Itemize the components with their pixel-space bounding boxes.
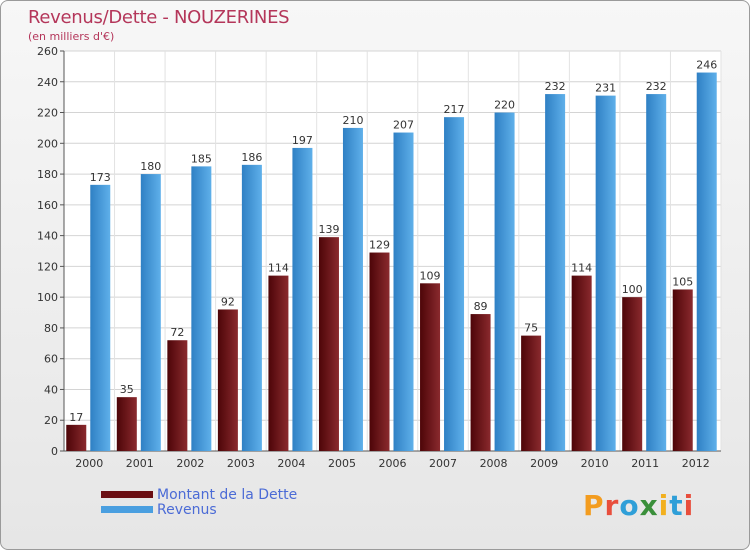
bar-dette <box>521 335 542 451</box>
y-tick-label: 100 <box>37 291 58 304</box>
data-label: 114 <box>571 262 592 275</box>
bar-revenus <box>90 184 111 451</box>
legend-label-revenus: Revenus <box>157 502 217 518</box>
bar-revenus <box>595 95 616 451</box>
data-label: 186 <box>241 151 262 164</box>
bar-dette <box>167 340 188 451</box>
legend-swatch-debt <box>101 491 153 498</box>
bar-revenus <box>292 147 313 451</box>
bar-dette <box>571 275 592 451</box>
bar-revenus <box>140 174 161 452</box>
x-tick-label: 2007 <box>429 457 457 470</box>
data-label: 75 <box>524 322 538 335</box>
data-label: 231 <box>595 82 616 95</box>
data-label: 197 <box>292 134 313 147</box>
y-tick-label: 220 <box>37 107 58 120</box>
bar-dette <box>420 283 441 451</box>
data-label: 109 <box>420 269 441 282</box>
data-label: 210 <box>342 114 363 127</box>
y-tick-label: 60 <box>44 353 58 366</box>
chart-subtitle: (en milliers d'€) <box>28 30 115 43</box>
bar-dette <box>318 237 339 451</box>
data-label: 232 <box>646 80 667 93</box>
data-label: 100 <box>622 283 643 296</box>
x-tick-label: 2006 <box>379 457 407 470</box>
x-tick-label: 2009 <box>530 457 558 470</box>
data-label: 173 <box>90 171 111 184</box>
x-tick-label: 2008 <box>480 457 508 470</box>
bar-revenus <box>191 166 212 451</box>
bar-revenus <box>342 127 363 451</box>
bar-revenus <box>241 164 262 451</box>
y-tick-label: 160 <box>37 199 58 212</box>
bar-dette <box>268 275 289 451</box>
bar-revenus <box>545 94 566 452</box>
x-tick-label: 2011 <box>631 457 659 470</box>
y-tick-label: 180 <box>37 168 58 181</box>
data-label: 35 <box>120 383 134 396</box>
bar-revenus <box>494 112 515 452</box>
x-tick-label: 2005 <box>328 457 356 470</box>
y-tick-label: 240 <box>37 76 58 89</box>
y-tick-label: 200 <box>37 137 58 150</box>
bar-revenus <box>646 94 667 452</box>
y-tick-label: 260 <box>37 45 58 58</box>
data-label: 246 <box>696 59 717 72</box>
data-label: 105 <box>672 275 693 288</box>
data-label: 232 <box>545 80 566 93</box>
data-label: 129 <box>369 239 390 252</box>
bar-dette <box>217 309 238 451</box>
legend-label-debt: Montant de la Dette <box>157 487 298 503</box>
x-tick-label: 2012 <box>682 457 710 470</box>
bar-dette <box>369 252 390 451</box>
data-label: 139 <box>318 223 339 236</box>
data-label: 217 <box>444 103 465 116</box>
data-label: 72 <box>170 326 184 339</box>
bar-dette <box>672 289 693 451</box>
y-tick-label: 80 <box>44 322 58 335</box>
x-tick-label: 2000 <box>75 457 103 470</box>
legend-swatch-revenus <box>101 506 153 513</box>
x-tick-label: 2003 <box>227 457 255 470</box>
bar-dette <box>470 314 491 451</box>
data-label: 17 <box>69 411 83 424</box>
proxiti-logo: Proxiti <box>583 489 695 522</box>
data-label: 89 <box>474 300 488 313</box>
data-label: 180 <box>140 160 161 173</box>
y-tick-label: 20 <box>44 414 58 427</box>
bar-revenus <box>393 132 414 452</box>
y-tick-label: 140 <box>37 230 58 243</box>
bar-dette <box>116 397 137 451</box>
data-label: 114 <box>268 262 289 275</box>
data-label: 92 <box>221 295 235 308</box>
x-tick-label: 2001 <box>126 457 154 470</box>
y-tick-label: 120 <box>37 260 58 273</box>
x-tick-label: 2002 <box>176 457 204 470</box>
bar-dette <box>622 297 643 451</box>
bar-revenus <box>696 72 717 452</box>
bar-revenus <box>444 117 465 452</box>
data-label: 220 <box>494 99 515 112</box>
data-label: 207 <box>393 119 414 132</box>
bar-dette <box>66 424 87 451</box>
y-tick-label: 0 <box>51 445 58 458</box>
data-label: 185 <box>191 152 212 165</box>
chart-title: Revenus/Dette - NOUZERINES <box>28 7 290 28</box>
x-tick-label: 2010 <box>581 457 609 470</box>
x-tick-label: 2004 <box>277 457 305 470</box>
y-tick-label: 40 <box>44 383 58 396</box>
